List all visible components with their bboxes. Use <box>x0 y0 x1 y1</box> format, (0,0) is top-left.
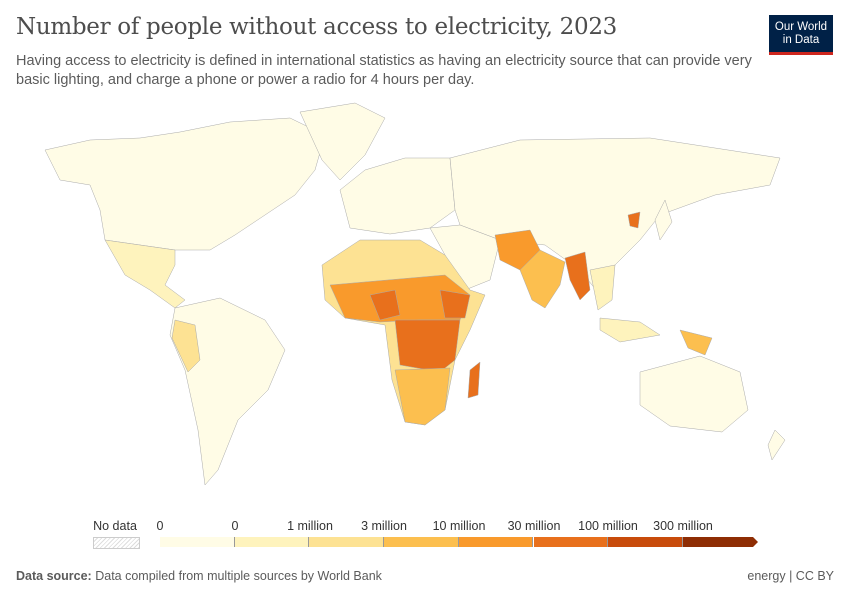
legend-label: 10 million <box>432 519 486 533</box>
legend-bin[interactable] <box>309 537 385 547</box>
legend-label: 30 million <box>507 519 561 533</box>
region-asia <box>449 137 781 296</box>
region-indonesia <box>599 317 661 343</box>
region-papua-new-guinea <box>679 329 713 356</box>
region-north-america <box>44 117 326 251</box>
legend-label: 300 million <box>653 519 713 533</box>
license-text[interactable]: energy | CC BY <box>747 569 834 583</box>
region-new-zealand <box>767 429 786 461</box>
region-southern-africa <box>394 367 451 426</box>
region-india <box>519 249 566 309</box>
owid-logo[interactable]: Our World in Data <box>769 15 833 55</box>
region-south-america <box>169 297 286 486</box>
region-southeast-asia <box>589 264 616 311</box>
page-title: Number of people without access to elect… <box>16 14 617 40</box>
region-nigeria-ethiopia <box>369 289 471 321</box>
legend-label: 100 million <box>578 519 638 533</box>
region-madagascar <box>467 361 481 399</box>
region-mexico-central-america <box>104 239 186 309</box>
region-central-africa <box>394 319 461 373</box>
legend-bin[interactable] <box>160 537 235 547</box>
legend-arrow <box>752 537 758 547</box>
region-myanmar <box>564 251 591 301</box>
legend-label: 1 million <box>287 519 333 533</box>
legend-label: 3 million <box>361 519 407 533</box>
legend-bin[interactable] <box>384 537 459 547</box>
legend-no-data-swatch <box>93 537 140 549</box>
legend-bin[interactable] <box>608 537 683 547</box>
region-europe <box>339 157 456 235</box>
legend-bin[interactable] <box>533 537 609 547</box>
world-map[interactable] <box>0 100 850 510</box>
region-japan <box>654 199 673 241</box>
region-peru <box>171 319 201 373</box>
legend-bin[interactable] <box>682 537 753 547</box>
subtitle: Having access to electricity is defined … <box>16 53 752 88</box>
data-source: Data source: Data compiled from multiple… <box>16 569 382 583</box>
legend-no-data-label: No data <box>93 519 137 533</box>
legend: No data 0 0 1 million 3 million 10 milli… <box>0 515 850 555</box>
region-greenland <box>299 102 386 181</box>
legend-label: 0 <box>156 519 164 533</box>
legend-bin[interactable] <box>234 537 310 547</box>
region-north-korea <box>627 211 641 229</box>
source-link[interactable]: Data compiled from multiple sources by W… <box>95 569 382 583</box>
legend-label: 0 <box>231 519 239 533</box>
region-australia <box>639 355 749 433</box>
legend-bin[interactable] <box>458 537 534 547</box>
